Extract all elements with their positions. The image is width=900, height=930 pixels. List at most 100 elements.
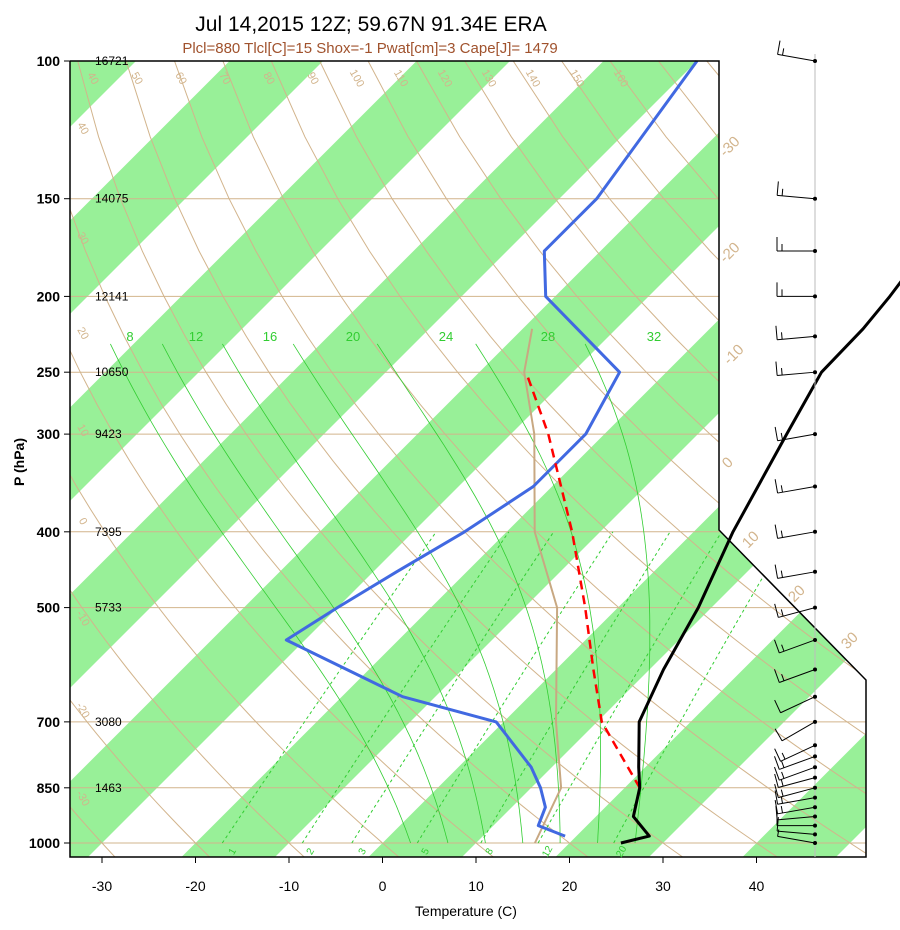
wind-barb-flag xyxy=(774,756,780,770)
x-tick-label: 30 xyxy=(655,878,671,894)
wind-barb-flag xyxy=(774,799,779,814)
isotherm-band xyxy=(70,61,323,857)
isotherm-label: -10 xyxy=(720,341,747,368)
isotherm-label: 10 xyxy=(739,528,763,552)
y-tick-label: 1000 xyxy=(29,835,60,851)
y-tick-label: 500 xyxy=(37,600,61,616)
wind-barb-dot xyxy=(813,529,817,534)
wind-barb-flag xyxy=(780,805,783,814)
wind-barb-flag xyxy=(782,48,785,56)
mixing-ratio-line xyxy=(416,531,614,844)
moist-adiabat-label: 24 xyxy=(439,329,453,344)
height-label: 14075 xyxy=(95,192,129,206)
wind-barb-dot xyxy=(813,823,817,828)
wind-barb-dot xyxy=(813,59,817,63)
parcel-line xyxy=(524,371,641,789)
dry-adiabat xyxy=(70,61,403,857)
wind-barb-flag xyxy=(776,181,779,196)
wind-barb-flag xyxy=(774,639,780,654)
moist-adiabat-label: 32 xyxy=(647,329,661,344)
dry-adiabat-label: 50 xyxy=(128,70,145,87)
isotherm-label: 30 xyxy=(838,629,862,653)
y-tick-label: 100 xyxy=(37,53,61,69)
wind-barb xyxy=(777,531,816,539)
isotherm-label: -30 xyxy=(716,133,743,160)
wind-barb-dot xyxy=(813,795,817,800)
wind-barb-flag xyxy=(775,325,778,340)
wind-barb-flag xyxy=(774,773,779,788)
wind-barb xyxy=(777,371,816,376)
wind-barb-flag xyxy=(781,760,785,768)
wind-barb-flag xyxy=(781,752,786,760)
wind-barb-flag xyxy=(780,796,783,804)
isotherm-band xyxy=(70,61,510,857)
wind-barb-flag xyxy=(777,829,780,837)
wind-barb-dot xyxy=(813,484,817,489)
dewpoint-line xyxy=(284,60,699,838)
moist-adiabat xyxy=(475,343,601,844)
wind-barb xyxy=(778,777,816,788)
wind-barb-flag xyxy=(781,188,784,196)
wind-barb-flag xyxy=(774,669,780,683)
isotherm-label: -20 xyxy=(716,239,743,266)
isotherm-bands xyxy=(70,61,866,857)
mixing-ratio-line xyxy=(221,531,437,844)
dry-adiabat xyxy=(70,61,592,857)
height-label: 3080 xyxy=(95,715,122,729)
mixing-ratio-label: 5 xyxy=(420,846,433,857)
wind-barb-flag xyxy=(780,609,784,617)
wind-barb xyxy=(777,335,816,341)
wind-barb-flag xyxy=(780,485,783,493)
moist-adiabat xyxy=(110,343,411,844)
wind-barb-flag xyxy=(781,644,785,652)
x-axis-label: Temperature (C) xyxy=(415,903,517,919)
dry-adiabat-label: 60 xyxy=(172,70,189,87)
wind-barb-dot xyxy=(813,754,817,759)
wind-barb-flag xyxy=(780,570,783,578)
sounding-curves xyxy=(284,60,900,845)
wind-barb-dot xyxy=(813,785,817,790)
y-tick-label: 150 xyxy=(37,191,61,207)
height-label: 1463 xyxy=(95,781,122,795)
wind-barb-flag xyxy=(781,674,785,681)
wind-barb-dot xyxy=(813,294,817,299)
wind-barbs xyxy=(774,40,817,845)
wind-barb xyxy=(780,696,816,714)
wind-barb xyxy=(777,797,816,805)
wind-barb xyxy=(777,835,816,844)
moist-adiabat xyxy=(376,343,561,843)
x-tick-label: -10 xyxy=(279,878,299,894)
wind-barb-flag xyxy=(780,432,783,440)
height-label: 9423 xyxy=(95,427,122,441)
wind-barb-dot xyxy=(813,569,817,574)
wind-barb-dot xyxy=(813,196,817,201)
x-tick-label: -30 xyxy=(92,878,112,894)
wind-barb-flag xyxy=(780,789,784,797)
theta-label: -20 xyxy=(73,701,91,721)
theta-label: 0 xyxy=(76,516,89,527)
wind-barb-dot xyxy=(813,694,817,699)
height-label: 10650 xyxy=(95,365,129,379)
temperature-line xyxy=(620,280,900,845)
wind-barb xyxy=(777,433,816,442)
dry-adiabat-label: 90 xyxy=(304,70,321,87)
wind-barb-dot xyxy=(813,814,817,819)
height-label: 12141 xyxy=(95,289,129,303)
wind-barb xyxy=(779,766,816,781)
wind-barb-flag xyxy=(781,368,783,376)
wind-barb xyxy=(777,571,816,579)
wind-barb xyxy=(777,806,816,815)
x-tick-label: -20 xyxy=(185,878,205,894)
dry-adiabat-label: 140 xyxy=(523,68,543,90)
wind-barb-flag xyxy=(780,530,783,538)
moist-adiabat xyxy=(292,343,524,844)
isotherm-band xyxy=(70,61,697,857)
mixing-ratio-lines xyxy=(221,531,790,844)
wind-barb-flag xyxy=(774,748,782,762)
y-tick-label: 700 xyxy=(37,714,61,730)
wind-barb-flag xyxy=(774,426,779,441)
mixing-ratio-label: 8 xyxy=(484,846,497,857)
wind-barb-flag xyxy=(780,779,784,787)
moist-adiabat xyxy=(161,343,449,844)
mixing-ratio-line xyxy=(613,531,790,844)
